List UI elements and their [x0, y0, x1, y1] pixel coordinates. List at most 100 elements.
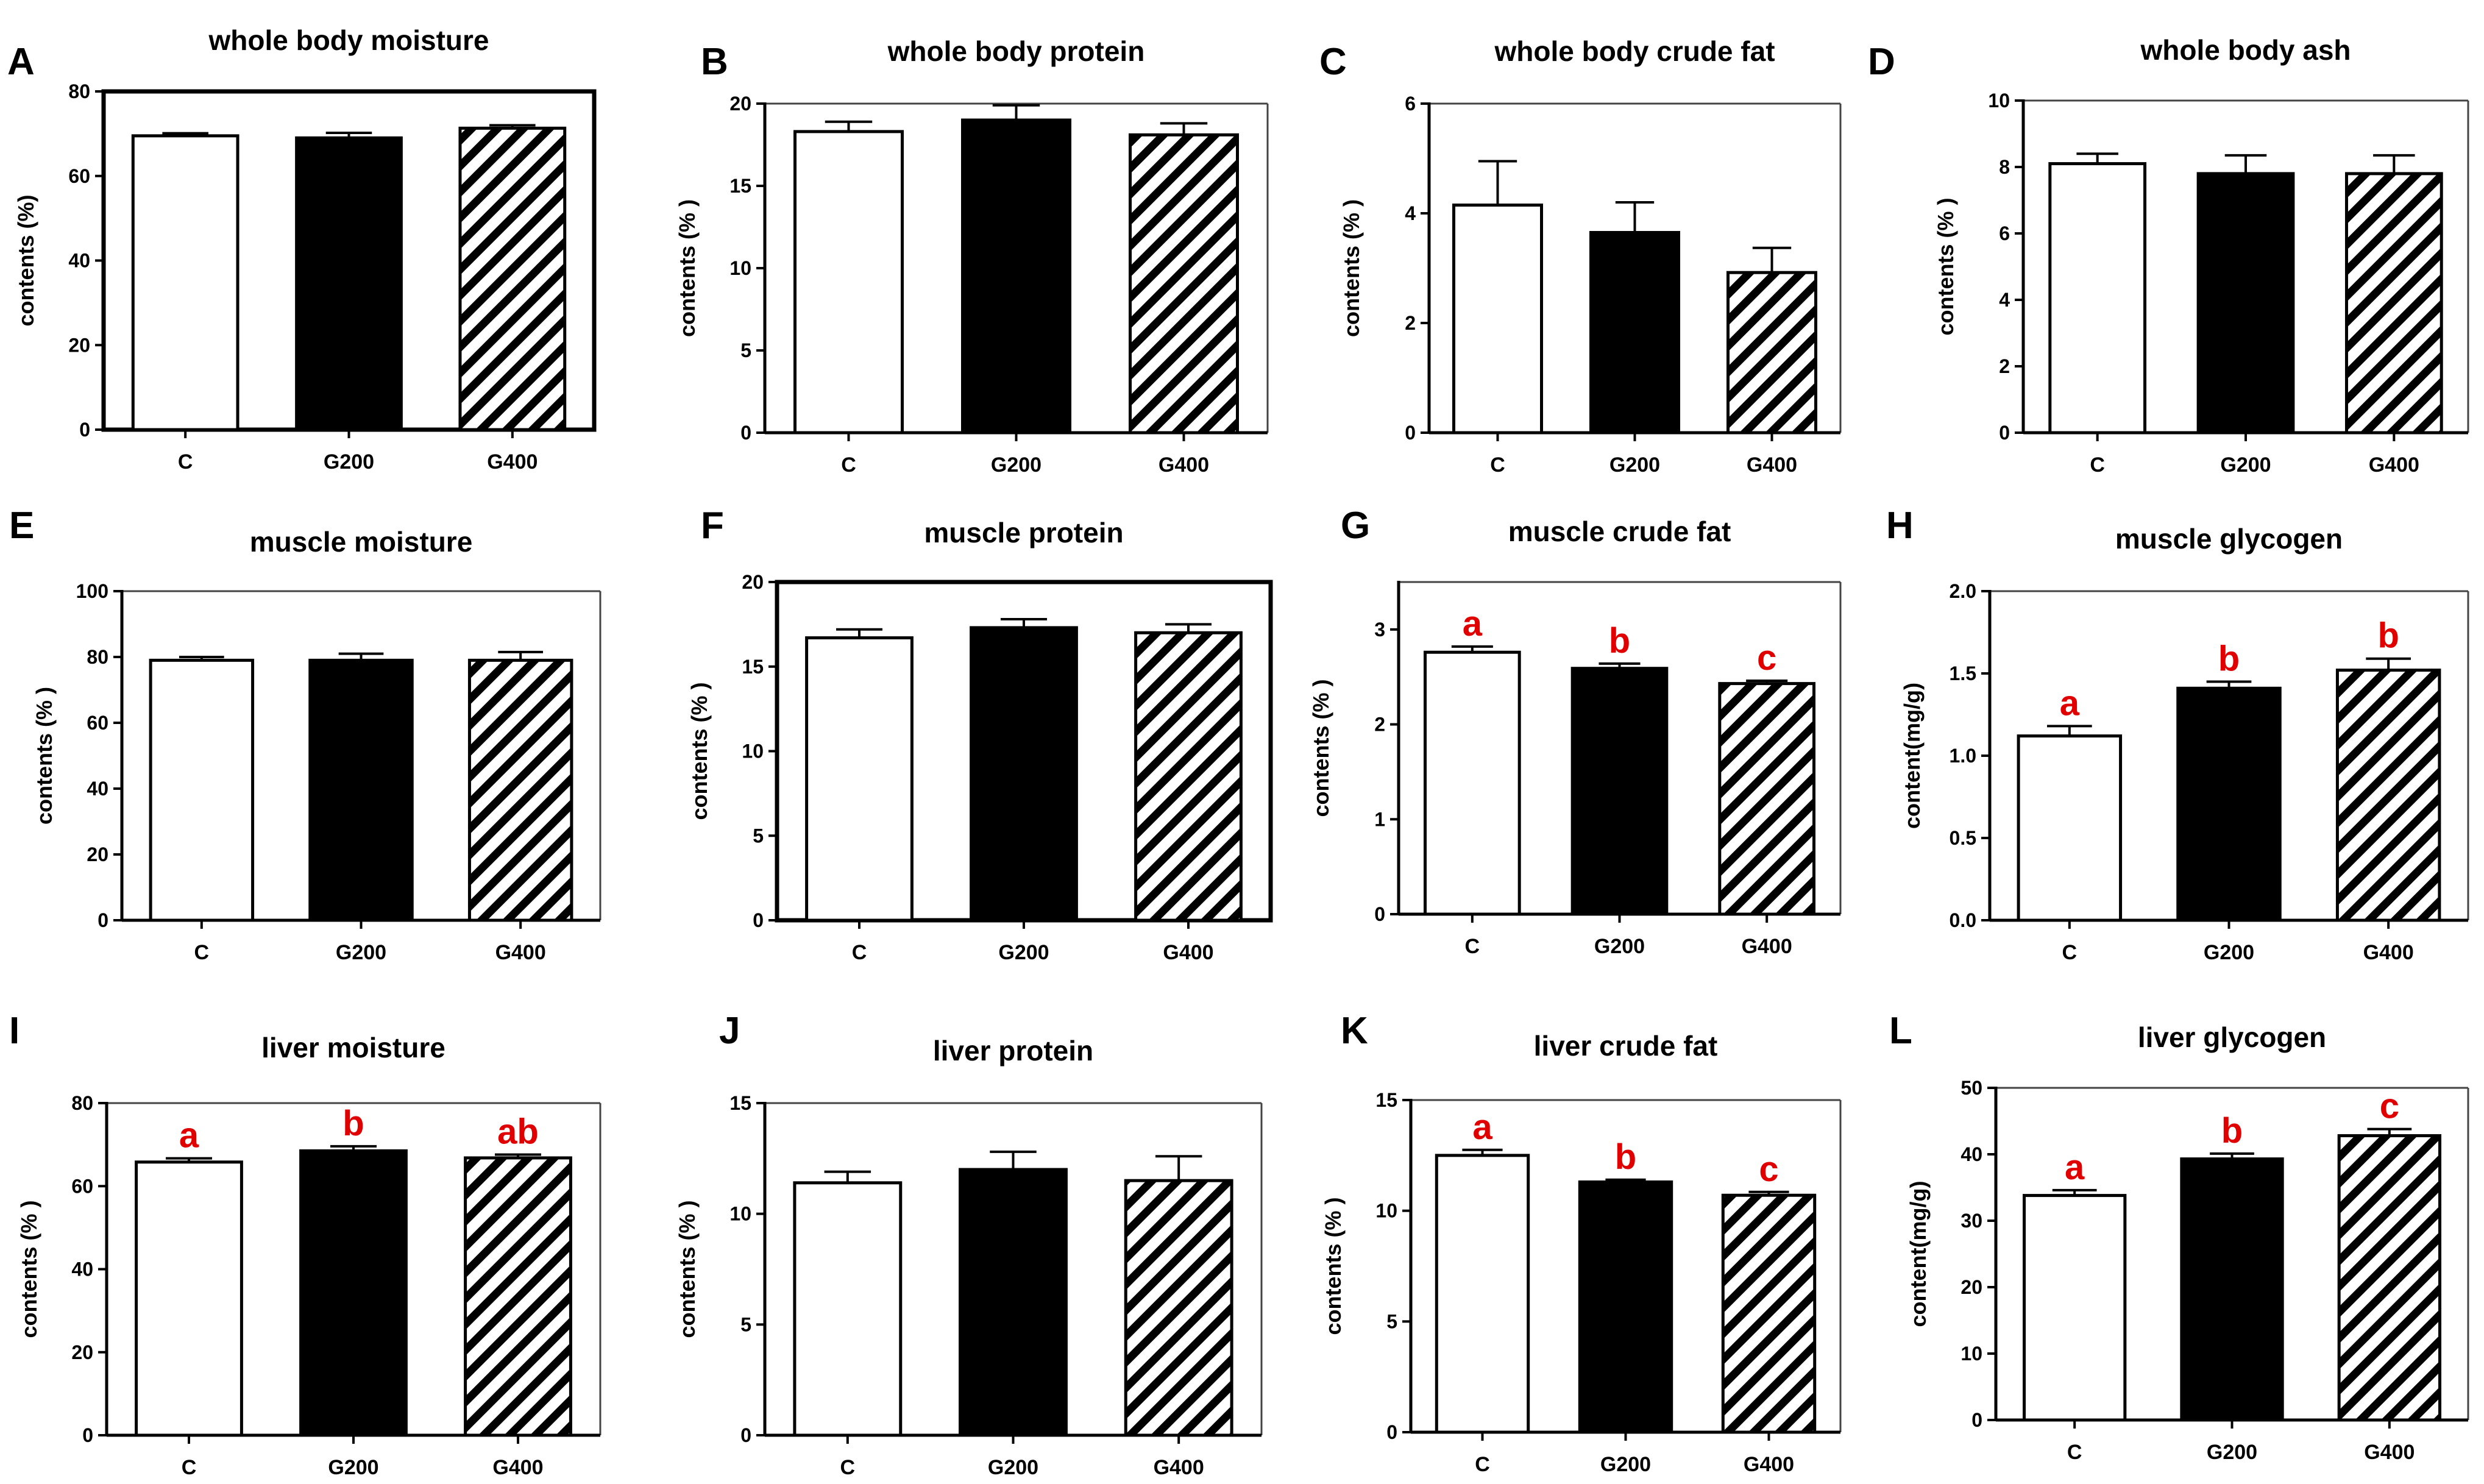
y-tick-label: 0: [740, 422, 751, 444]
bar-g200: [970, 626, 1078, 922]
panel-title: muscle protein: [924, 517, 1123, 549]
y-tick-label: 8: [1999, 156, 2010, 178]
panel-label: A: [7, 41, 35, 83]
x-tick-label: G200: [2204, 941, 2254, 964]
y-tick-label: 20: [729, 93, 751, 115]
y-tick-label: 6: [1999, 222, 2010, 244]
y-tick-label: 5: [740, 1313, 751, 1335]
panel-title: liver glycogen: [2138, 1021, 2326, 1053]
bar-c: [135, 1160, 243, 1437]
y-tick-label: 2: [1405, 312, 1416, 334]
y-tick-label: 0: [79, 419, 90, 441]
y-axis-label: contents (% ): [1933, 197, 1958, 335]
bar-c: [131, 134, 240, 431]
panel-label: G: [1341, 505, 1370, 547]
y-tick-label: 20: [68, 334, 90, 356]
panel-title: muscle crude fat: [1508, 516, 1731, 547]
y-tick-label: 80: [71, 1092, 93, 1114]
bar-c: [793, 1181, 903, 1437]
panel-label: H: [1886, 505, 1914, 547]
significance-letter: b: [2218, 639, 2240, 679]
bar-g400: [467, 658, 573, 922]
x-tick-label: C: [2067, 1441, 2082, 1464]
bar-c: [149, 658, 255, 922]
x-tick-label: C: [840, 1456, 856, 1479]
y-tick-label: 3: [1374, 619, 1385, 641]
y-tick-label: 15: [729, 1092, 751, 1114]
x-tick-label: C: [182, 1456, 197, 1479]
y-tick-label: 15: [742, 656, 764, 678]
bar-c: [2023, 1194, 2127, 1422]
x-tick-label: G400: [487, 450, 538, 474]
bar-g400: [1129, 133, 1239, 435]
significance-letter: a: [2065, 1148, 2085, 1187]
x-tick-label: G200: [336, 941, 386, 964]
x-tick-label: G200: [1600, 1453, 1651, 1476]
panel-label: I: [9, 1010, 20, 1052]
y-tick-label: 60: [71, 1175, 93, 1197]
panel-label: F: [701, 505, 724, 547]
x-tick-label: C: [841, 453, 856, 477]
x-tick-label: C: [2062, 941, 2078, 964]
significance-letter: b: [1615, 1137, 1636, 1177]
y-tick-label: 30: [1961, 1210, 1982, 1232]
y-tick-label: 2.0: [1950, 580, 1976, 602]
y-tick-label: 0: [98, 909, 108, 931]
x-tick-label: G200: [1594, 935, 1645, 958]
x-tick-label: G200: [1609, 453, 1660, 477]
x-tick-label: C: [1490, 453, 1505, 477]
y-tick-label: 5: [740, 339, 751, 361]
x-tick-label: G400: [1744, 1453, 1794, 1476]
panel-label: E: [9, 505, 34, 547]
panel-label: J: [719, 1010, 740, 1052]
y-tick-label: 20: [87, 843, 108, 865]
panel-title: liver moisture: [261, 1032, 445, 1063]
x-tick-label: G400: [1163, 941, 1213, 964]
y-tick-label: 0: [1971, 1409, 1982, 1431]
bar-g400: [1718, 682, 1815, 916]
y-axis-label: contents (% ): [16, 1200, 41, 1338]
significance-letter: c: [1757, 638, 1776, 678]
y-axis-label: contents (% ): [1308, 679, 1333, 817]
x-tick-label: G400: [2364, 1441, 2415, 1464]
y-tick-label: 1.0: [1950, 745, 1976, 767]
y-tick-label: 10: [742, 740, 764, 762]
bar-c: [1435, 1154, 1530, 1434]
x-tick-label: G200: [988, 1456, 1038, 1479]
y-tick-label: 1.5: [1950, 662, 1976, 684]
y-tick-label: 60: [87, 712, 108, 734]
x-tick-label: C: [1465, 935, 1480, 958]
bar-g400: [458, 126, 567, 431]
y-tick-label: 40: [87, 778, 108, 800]
bar-g400: [2335, 669, 2441, 922]
y-tick-label: 10: [1961, 1343, 1982, 1365]
x-tick-label: G400: [492, 1456, 543, 1479]
y-tick-label: 0: [1386, 1421, 1397, 1443]
bar-g400: [1124, 1179, 1233, 1437]
panel-title: whole body moisture: [208, 24, 489, 56]
bar-c: [2048, 162, 2147, 435]
y-tick-label: 0: [82, 1424, 93, 1446]
y-tick-label: 60: [68, 165, 90, 187]
y-tick-label: 5: [1386, 1310, 1397, 1332]
x-tick-label: G200: [998, 941, 1049, 964]
significance-letter: c: [2380, 1087, 2399, 1126]
bar-g200: [961, 118, 1071, 435]
panel-label: L: [1889, 1010, 1912, 1052]
bar-g200: [1589, 231, 1680, 435]
panel-title: muscle moisture: [250, 526, 473, 558]
bar-g200: [299, 1149, 408, 1437]
x-tick-label: G200: [991, 453, 1042, 477]
x-tick-label: G400: [2369, 453, 2419, 477]
y-tick-label: 4: [1405, 202, 1416, 224]
y-tick-label: 40: [71, 1259, 93, 1280]
y-axis-label: contents (% ): [1339, 199, 1364, 337]
